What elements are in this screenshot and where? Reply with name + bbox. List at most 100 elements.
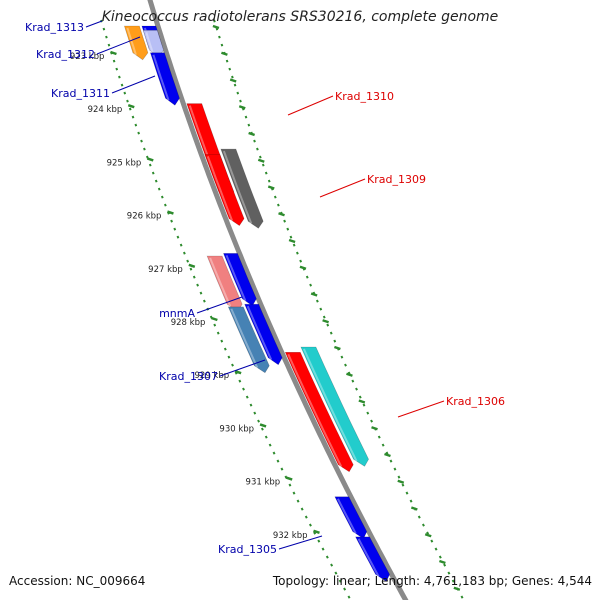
ruler-dot [296, 499, 300, 503]
ruler-major-tick [278, 212, 285, 217]
backbone-line [147, 0, 409, 600]
ruler-right-dotted [212, 19, 464, 599]
ruler-dot [315, 299, 319, 303]
ruler-dot [154, 179, 158, 183]
ruler-major-tick [438, 559, 446, 565]
gene-arrow-g-bottom-blue[interactable] [355, 536, 390, 582]
ruler-dot [173, 227, 177, 231]
ruler-dot [257, 419, 260, 423]
ruler-dot [189, 267, 193, 271]
gene-arrow-g-orange[interactable] [123, 25, 149, 61]
gene-highlight [302, 348, 358, 462]
gene-highlight [225, 255, 247, 302]
ruler-dot [338, 579, 342, 583]
ruler-dot [451, 579, 455, 583]
ruler-dot [309, 283, 312, 287]
ruler-dot [267, 179, 271, 183]
gene-label-krad-1307[interactable]: Krad_1307 [159, 370, 218, 383]
ruler-dot [347, 595, 351, 599]
ruler-dot [131, 115, 135, 119]
ruler-dot [176, 235, 180, 239]
kbp-major-tick [146, 157, 154, 162]
kbp-major-tick [127, 104, 135, 109]
ruler-dot [321, 547, 325, 551]
gene-arrow-g-krad1309[interactable] [220, 148, 264, 229]
ruler-dot [225, 59, 229, 63]
ruler-dot [236, 91, 240, 95]
ruler-dot [438, 555, 442, 559]
ruler-major-tick [257, 158, 265, 163]
gene-label-krad-1313[interactable]: Krad_1313 [25, 21, 84, 34]
ruler-dot [370, 419, 373, 423]
gene-arrow-g-krad1309b[interactable] [204, 154, 245, 227]
gene-arrow-g-krad1306[interactable] [284, 352, 354, 473]
kbp-tick-label: 923 kbp [70, 52, 105, 62]
ruler-dot [143, 147, 146, 151]
ruler-major-tick [238, 105, 246, 110]
ruler-dot [256, 147, 259, 151]
gene-arrow-g-krad1311[interactable] [149, 52, 180, 106]
gene-label-krad-1312[interactable]: Krad_1312 [36, 48, 95, 61]
ruler-dot [115, 67, 119, 71]
gene-highlight [287, 353, 343, 468]
kbp-tick-label: 932 kbp [273, 531, 308, 541]
ruler-dot [343, 587, 347, 591]
gene-highlight [337, 498, 357, 535]
ruler-dot [276, 459, 280, 463]
ruler-dot [118, 75, 121, 79]
gene-label-krad-1305[interactable]: Krad_1305 [218, 543, 277, 556]
ruler-dot [273, 195, 277, 199]
ruler-dot [238, 379, 242, 383]
ruler-dot [128, 107, 132, 111]
ruler-dot [280, 467, 284, 471]
ruler-dot [258, 155, 262, 159]
ruler-dot [264, 435, 268, 439]
ruler-dot [260, 427, 264, 431]
ruler-dot [134, 123, 138, 127]
ruler-dot [389, 459, 393, 463]
ruler-dot [334, 571, 338, 575]
ruler-major-tick [299, 265, 307, 270]
label-leader-line [278, 535, 323, 550]
ruler-dot [157, 187, 161, 191]
ruler-dot [233, 83, 237, 87]
ruler-dot [405, 491, 409, 495]
gene-label-mnma[interactable]: mnmA [159, 307, 195, 320]
ruler-dot [272, 451, 276, 455]
gene-arrow-g-krad1307[interactable] [227, 306, 270, 374]
ruler-dot [202, 299, 206, 303]
kbp-major-tick [188, 263, 196, 268]
gene-arrow-g-blue927[interactable] [223, 253, 257, 307]
ruler-dot [231, 75, 234, 79]
ruler-dot [381, 443, 385, 447]
ruler-dot [112, 59, 116, 63]
gene-label-krad-1310[interactable]: Krad_1310 [335, 90, 394, 103]
gene-arrow-g-blue928[interactable] [244, 303, 283, 366]
ruler-dot [268, 443, 272, 447]
ruler-dot [393, 467, 397, 471]
gene-highlight [126, 27, 137, 56]
gene-highlight [357, 538, 380, 577]
ruler-dot [351, 379, 355, 383]
gene-label-krad-1311[interactable]: Krad_1311 [51, 87, 110, 100]
ruler-dot [137, 131, 140, 135]
gene-arrow-g-krad1305[interactable] [334, 496, 368, 540]
gene-highlight [246, 305, 273, 361]
ruler-dot [148, 163, 152, 167]
kbp-major-tick [285, 476, 293, 481]
kbp-major-tick [234, 370, 242, 375]
gene-label-krad-1309[interactable]: Krad_1309 [367, 173, 426, 186]
ruler-dot [247, 123, 251, 127]
ruler-dot [300, 507, 304, 511]
gene-arrow-g-krad1306b[interactable] [300, 346, 369, 467]
ruler-dot [426, 531, 430, 535]
ruler-dot [228, 67, 232, 71]
ruler-dot [231, 363, 234, 367]
ruler-dot [264, 171, 268, 175]
label-leader-line [96, 36, 141, 55]
ruler-dot [245, 395, 249, 399]
ruler-dot [319, 307, 323, 311]
gene-label-krad-1306[interactable]: Krad_1306 [446, 395, 505, 408]
ruler-major-tick [346, 372, 353, 377]
